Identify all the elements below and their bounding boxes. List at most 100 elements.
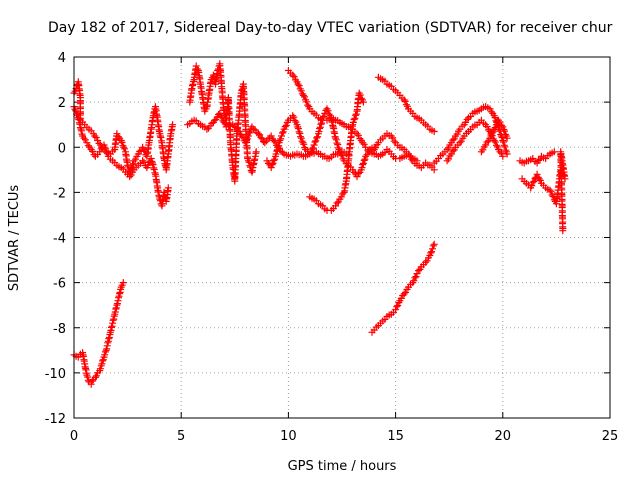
- data-point: [356, 91, 364, 99]
- series-arc-13: [443, 116, 507, 165]
- y-tick-label: -8: [53, 322, 66, 337]
- series-arc-1: [70, 78, 177, 178]
- data-point: [407, 155, 415, 163]
- data-point: [485, 126, 492, 134]
- data-point: [351, 114, 359, 122]
- data-point: [278, 129, 286, 137]
- data-point: [358, 164, 366, 172]
- data-point: [503, 134, 511, 142]
- y-tick-label: -12: [45, 412, 66, 427]
- data-point: [490, 125, 498, 133]
- data-point: [497, 121, 505, 129]
- data-point: [400, 96, 408, 104]
- data-point: [245, 129, 253, 137]
- data-point: [144, 161, 152, 169]
- data-point: [359, 159, 367, 167]
- x-tick-label: 5: [177, 429, 185, 444]
- data-point: [244, 132, 252, 140]
- data-point: [324, 107, 332, 115]
- data-point: [270, 137, 278, 144]
- data-point: [313, 134, 321, 142]
- data-point: [304, 101, 312, 109]
- data-point: [422, 258, 430, 266]
- data-point: [415, 267, 422, 275]
- data-point: [412, 273, 420, 281]
- data-point: [119, 142, 127, 150]
- data-point: [88, 377, 96, 385]
- data-point: [217, 112, 225, 120]
- data-point: [559, 227, 567, 235]
- data-point: [333, 199, 341, 207]
- data-point: [289, 71, 297, 79]
- data-point: [150, 166, 158, 173]
- data-point: [549, 193, 557, 200]
- x-tick-label: 25: [602, 429, 619, 444]
- data-point: [499, 152, 507, 160]
- data-point: [300, 140, 308, 148]
- data-point: [290, 73, 298, 81]
- data-point: [483, 138, 491, 146]
- data-point: [413, 270, 421, 278]
- data-point: [457, 137, 465, 145]
- data-point: [98, 360, 106, 368]
- data-marks: [70, 60, 569, 388]
- data-point: [102, 145, 110, 153]
- data-point: [311, 138, 319, 146]
- data-point: [130, 157, 138, 165]
- data-point: [244, 157, 252, 165]
- y-tick-label: -2: [53, 186, 66, 201]
- y-axis-label: SDTVAR / TECUs: [7, 185, 22, 292]
- data-point: [483, 123, 491, 131]
- data-point: [95, 139, 103, 147]
- data-point: [354, 170, 362, 178]
- data-point: [164, 184, 172, 192]
- data-point: [501, 127, 508, 135]
- data-point: [546, 186, 554, 194]
- data-point: [406, 152, 414, 160]
- data-point: [372, 144, 380, 152]
- data-point: [84, 373, 92, 381]
- data-point: [314, 133, 322, 141]
- data-point: [401, 97, 409, 105]
- data-point: [353, 173, 361, 181]
- x-tick-label: 10: [280, 429, 297, 444]
- data-point: [360, 156, 368, 164]
- data-point: [497, 149, 505, 157]
- data-point: [254, 130, 262, 138]
- data-point: [220, 118, 228, 126]
- data-point: [294, 125, 302, 132]
- data-point: [491, 138, 499, 146]
- data-point: [430, 166, 438, 174]
- data-point: [501, 130, 509, 138]
- x-tick-label: 15: [387, 429, 404, 444]
- data-point: [250, 125, 258, 133]
- data-point: [334, 141, 342, 149]
- data-point: [118, 138, 126, 146]
- data-point: [270, 156, 278, 164]
- data-point: [279, 148, 286, 156]
- series-arc-11: [368, 240, 438, 336]
- data-point: [103, 148, 111, 156]
- data-point: [242, 136, 250, 144]
- y-tick-label: 0: [58, 141, 66, 156]
- data-point: [298, 137, 306, 145]
- data-point: [354, 131, 362, 139]
- data-point: [203, 125, 211, 133]
- data-point: [71, 105, 79, 113]
- data-point: [429, 242, 437, 250]
- data-point: [101, 348, 109, 356]
- data-point: [482, 141, 490, 149]
- data-point: [400, 290, 408, 298]
- data-point: [487, 108, 495, 116]
- data-point: [547, 188, 555, 196]
- series-arc-12: [430, 103, 511, 167]
- data-point: [269, 159, 277, 167]
- data-point: [268, 161, 276, 169]
- data-point: [96, 148, 104, 156]
- data-point: [310, 141, 318, 149]
- data-point: [423, 257, 431, 265]
- data-point: [359, 98, 367, 106]
- data-point: [294, 80, 302, 88]
- data-point: [411, 274, 419, 282]
- data-point: [500, 126, 508, 133]
